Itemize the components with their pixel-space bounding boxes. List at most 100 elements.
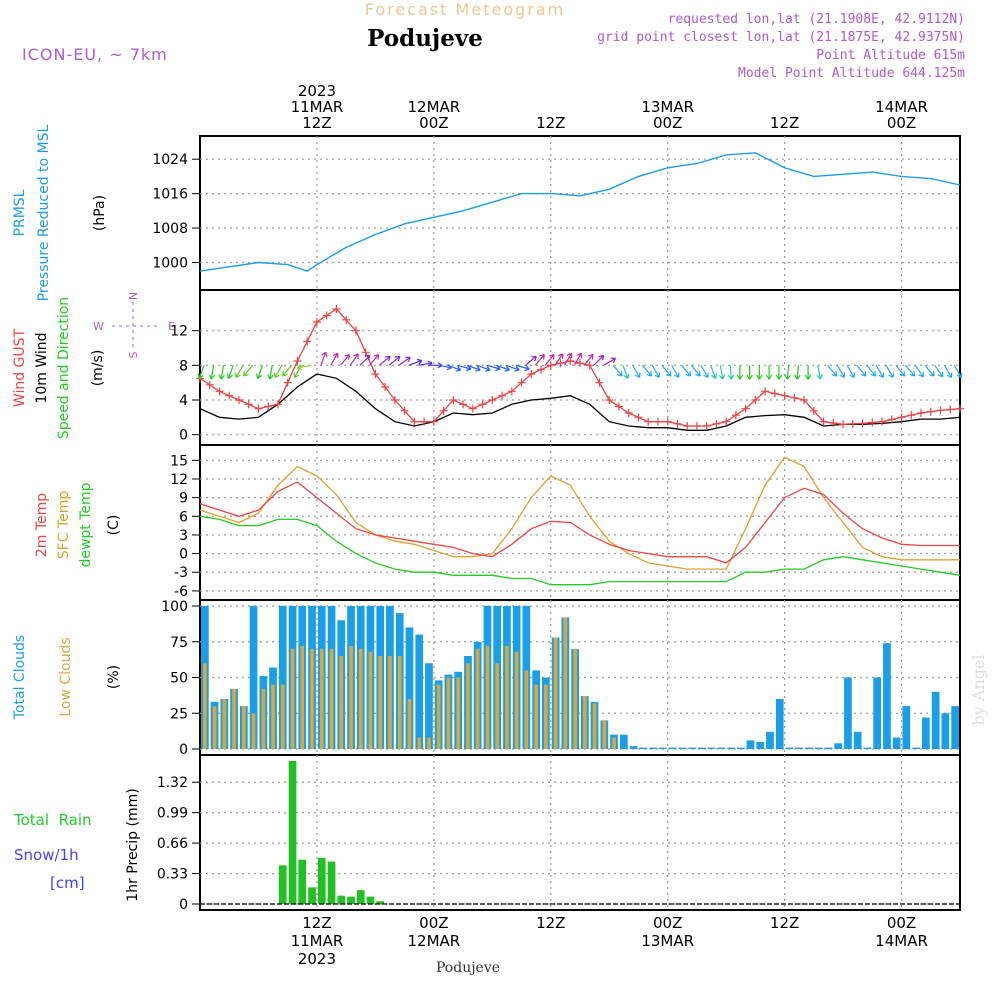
total-clouds-bar (405, 627, 414, 749)
low-clouds-bar (319, 648, 324, 749)
total-clouds-bar (756, 741, 765, 749)
wind-direction-arrow (349, 353, 359, 366)
wind-direction-arrow (544, 354, 555, 366)
gust-marker (897, 413, 906, 422)
y-tick-label: 25 (170, 706, 188, 722)
point-altitude: Point Altitude 615m (816, 48, 965, 63)
wind-direction-arrow (466, 364, 481, 372)
y-tick-label: 100 (161, 599, 188, 615)
low-clouds-bar (592, 703, 597, 749)
model-name: ICON-EU, ~ 7km (22, 45, 168, 64)
wind-direction-arrow (622, 365, 630, 379)
wind-direction-arrow (379, 355, 391, 366)
model-altitude: Model Point Altitude 644.125m (738, 66, 965, 81)
wind-direction-arrow (775, 365, 783, 380)
rain-bar (337, 895, 346, 904)
wind-direction-arrow (218, 365, 225, 380)
y-tick-label: 15 (170, 453, 188, 469)
y-tick-label: 12 (170, 472, 188, 488)
rain-bar (356, 890, 365, 904)
wind-direction-arrow (816, 365, 823, 380)
rain-bar (278, 865, 287, 904)
gust-marker (390, 396, 399, 404)
wind-direction-arrow (953, 365, 963, 379)
low-clouds-bar (495, 663, 499, 749)
wind-direction-arrow (573, 352, 583, 366)
low-clouds-bar (446, 677, 451, 749)
top-time-label: 11MAR (291, 98, 344, 116)
dewpt-label: dewpt Temp (78, 482, 94, 567)
bottom-time-label: 12Z (536, 914, 565, 932)
wind-direction-arrow (710, 365, 718, 379)
precip-unit: 1hr Precip (mm) (125, 788, 141, 901)
low-clouds-bar (475, 648, 480, 749)
gust-marker (634, 413, 643, 422)
low-clouds-bar (232, 688, 236, 749)
low-clouds-bar (203, 663, 207, 749)
wind-direction-arrow (642, 364, 653, 377)
panel-frame (199, 289, 961, 446)
bottom-time-label: 12Z (302, 914, 331, 932)
wind-label: 10m Wind (34, 332, 50, 403)
rain-bar (298, 859, 307, 904)
y-tick-label: 0.33 (157, 867, 188, 883)
gust-marker (527, 370, 536, 378)
total-clouds-bar (902, 706, 911, 749)
gust-marker (556, 359, 565, 368)
gust-marker (926, 407, 935, 416)
gust-label: Wind GUST (12, 328, 28, 407)
low-clouds-bar (378, 656, 383, 749)
total-clouds-bar (883, 643, 891, 749)
wind-panel: 0 4 8 12 (170, 289, 964, 446)
gust-marker (332, 305, 341, 313)
low-clouds-bar (436, 684, 441, 749)
pressure-label-1: PRMSL (12, 189, 28, 236)
temp-unit: (C) (106, 515, 122, 536)
wind-direction-arrow (359, 354, 371, 366)
snow-label: Snow/1h (14, 846, 79, 864)
total-clouds-bar (639, 747, 648, 749)
top-time-label: 14MAR (875, 98, 928, 116)
y-tick-label: 1008 (152, 221, 188, 237)
total-clouds-bar (658, 747, 667, 749)
bottom-time-label: 14MAR (875, 932, 928, 950)
total-clouds-bar (805, 747, 813, 749)
gust-marker (293, 357, 302, 365)
total-clouds-bar (873, 677, 881, 749)
gust-marker (770, 389, 779, 398)
gust-marker (507, 387, 516, 396)
top-time-label: 12Z (302, 114, 331, 132)
gust-marker (605, 396, 614, 404)
wind-unit: (m/s) (90, 350, 106, 387)
wind-direction-arrow (369, 354, 380, 366)
top-time-label: 13MAR (641, 98, 694, 116)
wind-direction-arrow (274, 365, 283, 379)
gust-marker (312, 318, 321, 326)
rain-bar (327, 861, 336, 904)
rain-bar (288, 761, 297, 904)
panel-frame (199, 754, 961, 911)
wind-direction-arrow (505, 364, 520, 372)
footer-place: Podujeve (436, 960, 500, 976)
wind-direction-arrow (339, 354, 350, 366)
top-time-label: 00Z (653, 114, 682, 132)
top-time-label: 00Z (419, 114, 448, 132)
y-tick-label: 0.66 (157, 836, 188, 852)
y-tick-label: 50 (170, 671, 188, 687)
low-clouds-bar (563, 617, 568, 749)
y-tick-label: 4 (179, 393, 188, 409)
y-tick-label: 1024 (152, 152, 188, 168)
gust-marker (498, 391, 507, 400)
low-clouds-bar (407, 699, 412, 749)
bottom-time-label: 00Z (653, 914, 682, 932)
wind-direction-arrow (330, 352, 339, 366)
total-clouds-bar (746, 740, 755, 749)
y-tick-label: 0.99 (157, 806, 188, 822)
wind-direction-arrow (827, 364, 838, 377)
gust-marker (780, 391, 789, 400)
gust-marker (761, 387, 770, 396)
temperature-panel: -6 -3 0 3 6 9 12 15 (170, 444, 961, 601)
gust-marker (303, 337, 312, 346)
wind-direction-arrow (525, 355, 537, 366)
wind-direction-arrow (243, 364, 254, 377)
